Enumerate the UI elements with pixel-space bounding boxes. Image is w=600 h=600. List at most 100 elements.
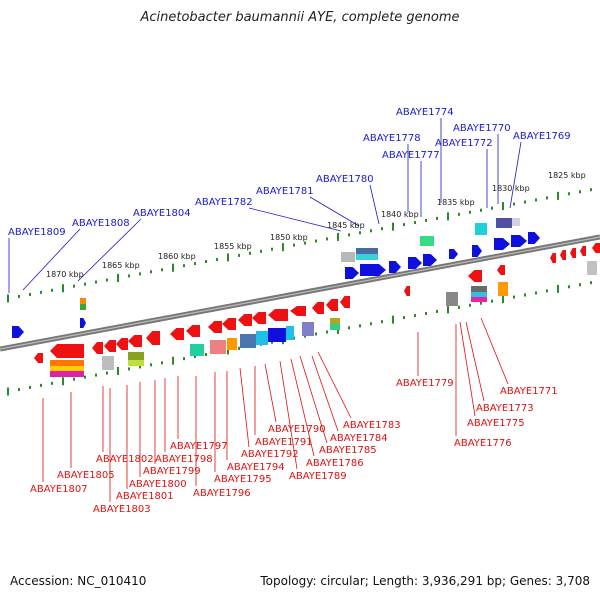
scale-tick-lower [62,377,64,386]
scale-label: 1855 kbp [214,242,252,251]
gene-arrow-forward [423,254,437,266]
gene-arrow-forward [494,238,510,250]
gene-arrow-reverse [560,250,566,260]
scale-tick-lower [502,295,504,304]
scale-tick-lower [106,371,108,375]
scale-tick-upper [7,294,9,303]
scale-tick-upper [161,268,163,272]
scale-tick-lower [348,326,350,330]
gene-feature-lime [128,360,144,366]
scale-tick-lower [403,316,405,320]
gene-arrow-forward [528,232,540,244]
scale-tick-upper [194,262,196,266]
scale-tick-upper [260,249,262,253]
gene-feature-lavender [302,322,314,336]
gene-label-lower: ABAYE1807 [30,484,88,495]
gene-arrow-forward [360,264,386,276]
gene-arrow-reverse [340,296,350,308]
leader-line-lower [480,317,509,385]
label-leaders [8,118,522,502]
gene-features [12,218,600,377]
gene-label-lower: ABAYE1797 [170,441,228,452]
scale-tick-upper [568,192,570,196]
gene-label-lower: ABAYE1794 [227,462,285,473]
scale-tick-upper [425,218,427,222]
gene-label-lower: ABAYE1803 [93,504,151,515]
gene-feature-grey [102,356,114,370]
gene-feature-blue [268,328,286,342]
gene-label-upper: ABAYE1770 [453,123,511,134]
scale-tick-upper [491,206,493,210]
scale-tick-upper [139,272,141,276]
leader-line-lower [459,321,476,417]
scale-tick-upper [238,253,240,257]
scale-label: 1830 kbp [492,184,530,193]
scale-tick-upper [293,243,295,247]
gene-arrow-reverse [104,340,116,352]
leader-line-lower [264,363,277,423]
gene-arrow-forward [389,261,401,273]
scale-tick-upper [403,223,405,227]
gene-arrow-forward [511,235,527,247]
gene-arrow-reverse [290,306,306,316]
scale-tick-lower [381,320,383,324]
gene-feature-green [420,236,434,246]
gene-label-lower: ABAYE1785 [319,445,377,456]
scale-tick-lower [447,305,449,314]
gene-label-lower: ABAYE1775 [467,418,525,429]
gene-feature-grey [341,252,355,262]
gene-label-lower: ABAYE1771 [500,386,558,397]
accession-text: Accession: NC_010410 [10,574,147,588]
gene-feature-steel [356,248,378,254]
gene-label-lower: ABAYE1801 [116,491,174,502]
scale-tick-upper [458,212,460,216]
scale-tick-upper [271,247,273,251]
scale-tick-lower [205,353,207,357]
gene-feature-cyan [475,223,487,235]
gene-arrow-reverse [268,309,288,321]
scale-tick-upper [524,200,526,204]
scale-tick-lower [194,355,196,359]
gene-feature-yellow [50,366,84,371]
leader-line-upper [77,218,142,282]
scale-tick-lower [370,322,372,326]
leader-line-lower [465,321,485,402]
gene-arrow-forward [449,249,458,259]
gene-arrow-reverse [326,299,338,311]
gene-feature-olive [128,352,144,360]
gene-feature-cyan [286,326,294,340]
gene-feature-steel [240,334,256,348]
scale-tick-upper [381,227,383,231]
gene-feature-orange [498,282,508,296]
scale-tick-lower [161,361,163,365]
gene-arrow-reverse [468,270,482,282]
gene-arrow-reverse [116,338,128,350]
scale-tick-upper [414,221,416,225]
gene-label-lower: ABAYE1779 [396,378,454,389]
scale-label: 1860 kbp [158,252,196,261]
gene-feature-magenta [50,371,84,377]
gene-arrow-reverse [146,331,160,345]
scale-tick-upper [40,290,42,294]
scale-tick-upper [29,292,31,296]
gene-feature-purple [496,218,512,228]
scale-tick-upper [546,196,548,200]
scale-tick-lower [95,373,97,377]
scale-tick-lower [29,385,31,389]
scale-tick-lower [315,332,317,336]
gene-arrow-reverse [312,302,324,314]
gene-feature-cyan [471,292,487,297]
scale-label: 1825 kbp [548,171,586,180]
scale-tick-upper [370,229,372,233]
gene-arrow-reverse [34,353,43,363]
scale-tick-upper [337,232,339,241]
topology-summary: Topology: circular; Length: 3,936,291 bp… [260,574,590,588]
gene-label-lower: ABAYE1792 [241,449,299,460]
scale-tick-upper [18,294,20,298]
scale-tick-upper [590,188,592,192]
scale-tick-upper [128,274,130,278]
scale-tick-lower [304,334,306,338]
scale-tick-lower [513,295,515,299]
gene-label-lower: ABAYE1799 [143,466,201,477]
